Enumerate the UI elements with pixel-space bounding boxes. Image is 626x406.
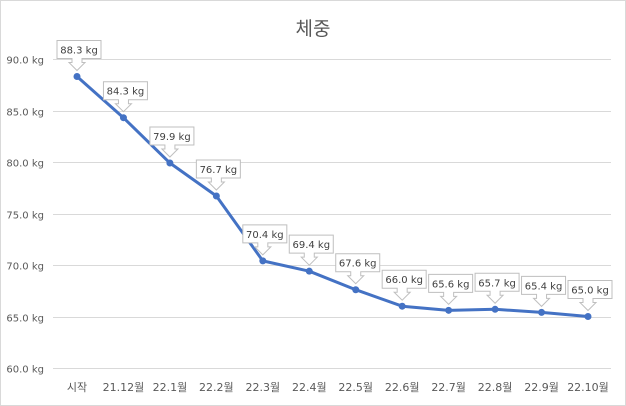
data-label-callout: 65.0 kg — [567, 280, 613, 312]
data-label-callout: 66.0 kg — [381, 269, 427, 301]
data-label-callout: 65.4 kg — [521, 275, 567, 308]
data-label-callout: 65.6 kg — [428, 273, 474, 306]
y-tick-label: 80.0 kg — [6, 159, 44, 170]
x-tick-label: 22.8월 — [478, 381, 513, 394]
series-line — [75, 75, 590, 318]
data-labels: 88.3 kg 84.3 kg 79.9 kg 76.7 kg 70.4 kg 69.4 … — [56, 40, 613, 312]
x-tick-label: 22.2월 — [199, 381, 234, 394]
data-point-marker — [305, 267, 313, 275]
y-tick-label: 75.0 kg — [6, 211, 44, 222]
data-label-text: 76.7 kg — [200, 165, 238, 176]
x-tick-label: 시작 — [67, 381, 87, 394]
data-label-callout: 67.6 kg — [335, 253, 381, 285]
data-point-marker — [259, 257, 267, 265]
y-tick-label: 60.0 kg — [6, 365, 44, 376]
x-axis-labels: 시작 21.12월 22.1월 22.2월 22.3월 22.4월 22.5월 22.6월 22… — [67, 381, 609, 394]
data-label-text: 66.0 kg — [385, 275, 423, 286]
x-tick-label: 22.6월 — [385, 381, 420, 394]
data-point-marker — [212, 192, 220, 200]
data-label-callout: 65.7 kg — [474, 272, 520, 304]
data-label-text: 79.9 kg — [153, 132, 191, 143]
data-label-text: 84.3 kg — [107, 87, 145, 98]
weight-series — [73, 73, 592, 320]
data-label-callout: 88.3 kg — [56, 40, 102, 72]
y-axis-labels: 60.0 kg 65.0 kg 70.0 kg 75.0 kg 80.0 kg 85.0 … — [6, 56, 44, 376]
y-tick-label: 85.0 kg — [6, 108, 44, 119]
data-point-marker — [73, 73, 81, 81]
y-tick-label: 70.0 kg — [6, 262, 44, 273]
data-label-text: 67.6 kg — [339, 259, 377, 270]
data-label-text: 65.7 kg — [478, 278, 516, 289]
data-point-marker — [491, 305, 499, 313]
x-tick-label: 22.4월 — [292, 381, 327, 394]
x-tick-label: 22.10월 — [567, 381, 609, 394]
data-point-marker — [166, 159, 174, 167]
data-point-marker — [538, 308, 546, 316]
x-tick-label: 21.12월 — [103, 381, 145, 394]
data-label-callout: 79.9 kg — [149, 126, 195, 158]
data-label-callout: 76.7 kg — [195, 159, 241, 191]
x-tick-label: 22.5월 — [338, 381, 373, 394]
data-label-text: 65.6 kg — [432, 279, 470, 290]
data-label-text: 88.3 kg — [60, 46, 98, 57]
data-label-callout: 84.3 kg — [102, 81, 148, 113]
data-label-text: 65.0 kg — [571, 286, 609, 297]
data-point-marker — [352, 286, 360, 294]
x-tick-label: 22.7월 — [431, 381, 466, 394]
chart-title: 체중 — [295, 18, 331, 40]
data-point-marker — [119, 114, 127, 122]
y-tick-label: 65.0 kg — [6, 314, 44, 325]
data-label-callout: 70.4 kg — [242, 224, 288, 256]
data-label-text: 70.4 kg — [246, 230, 284, 241]
x-tick-label: 22.1월 — [153, 381, 188, 394]
x-tick-label: 22.3월 — [246, 381, 281, 394]
gridlines — [53, 59, 611, 369]
data-label-text: 69.4 kg — [292, 240, 330, 251]
data-point-marker — [445, 306, 453, 314]
x-tick-label: 22.9월 — [524, 381, 559, 394]
data-label-callout: 69.4 kg — [288, 234, 334, 266]
y-tick-label: 90.0 kg — [6, 56, 44, 67]
data-label-text: 65.4 kg — [525, 281, 563, 292]
data-point-marker — [584, 313, 592, 320]
data-point-marker — [398, 302, 406, 310]
